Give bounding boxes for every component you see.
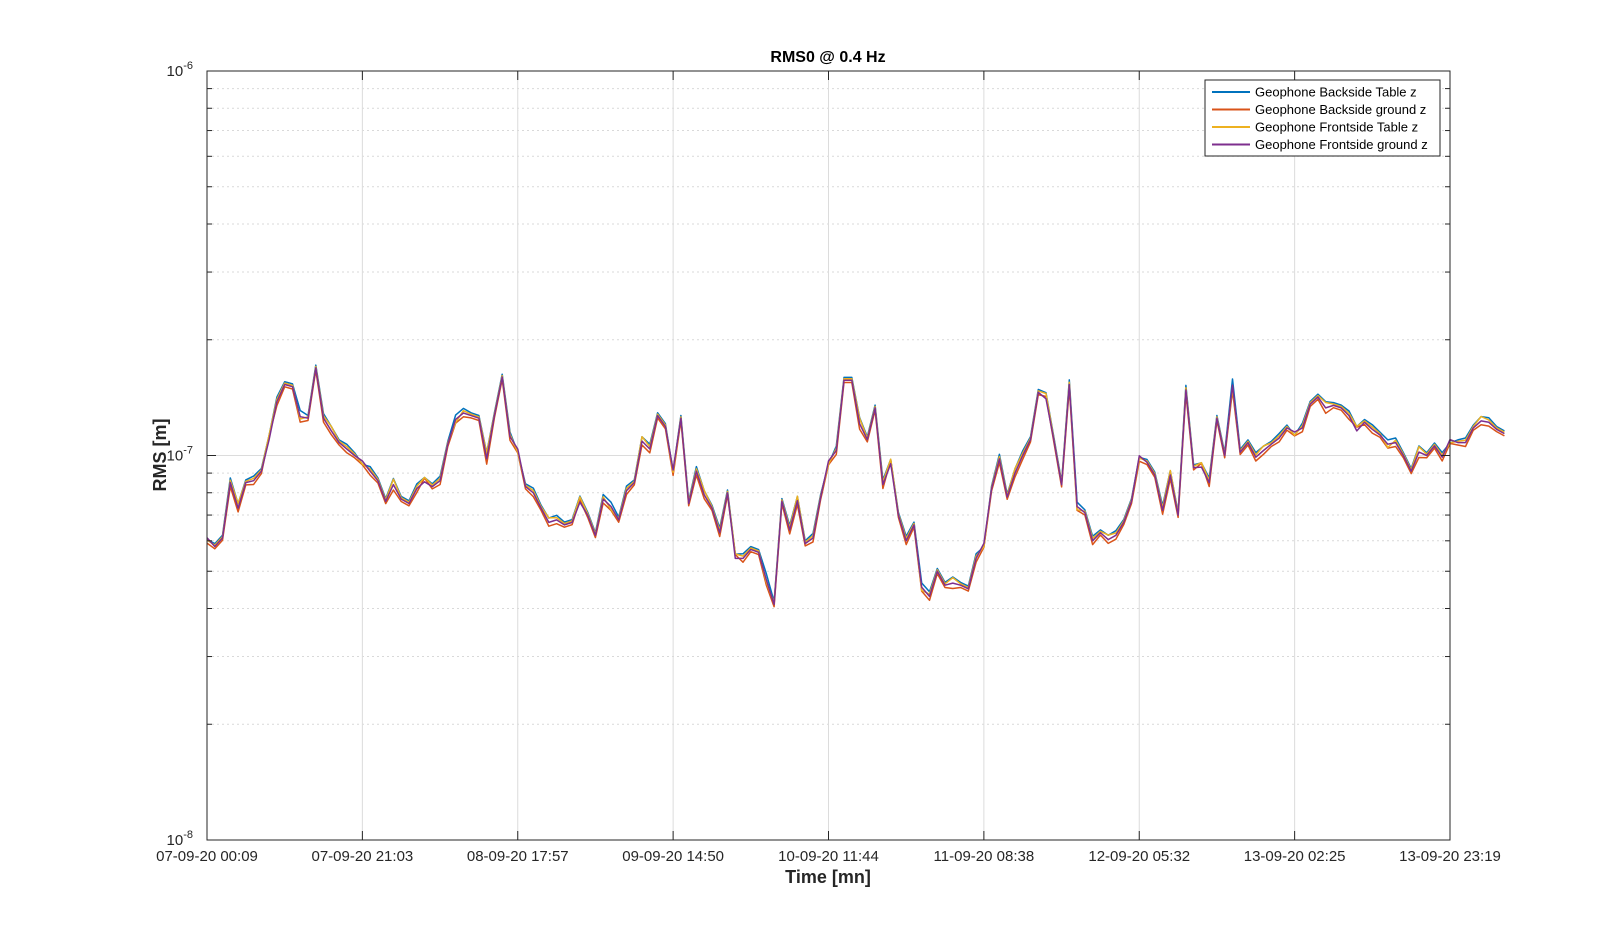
legend-label: Geophone Frontside ground z bbox=[1255, 137, 1428, 152]
legend-label: Geophone Backside ground z bbox=[1255, 102, 1426, 117]
x-tick-label: 11-09-20 08:38 bbox=[934, 848, 1035, 865]
x-tick-label: 07-09-20 00:09 bbox=[156, 848, 258, 865]
x-axis-label: Time [mn] bbox=[785, 867, 871, 887]
tick-layer bbox=[206, 70, 1451, 841]
y-axis-label: RMS [m] bbox=[150, 419, 170, 492]
y-tick-label: 10-8 bbox=[167, 829, 193, 849]
x-tick-label: 07-09-20 21:03 bbox=[312, 848, 414, 865]
y-tick-label: 10-7 bbox=[167, 445, 193, 465]
x-tick-label: 13-09-20 02:25 bbox=[1244, 848, 1346, 865]
chart-title: RMS0 @ 0.4 Hz bbox=[770, 49, 885, 66]
x-tick-label: 09-09-20 14:50 bbox=[622, 848, 724, 865]
y-tick-label: 10-6 bbox=[167, 60, 193, 80]
legend[interactable]: Geophone Backside Table z Geophone Backsi… bbox=[1204, 79, 1441, 157]
series-layer bbox=[206, 364, 1505, 608]
series-line-4 bbox=[206, 367, 1505, 606]
x-tick-label: 10-09-20 11:44 bbox=[778, 848, 879, 865]
x-tick-label: 13-09-20 23:19 bbox=[1399, 848, 1501, 865]
legend-label: Geophone Frontside Table z bbox=[1255, 120, 1418, 135]
label-layer: 10-8 10-7 10-6 07-09-20 00:09 07-09-20 21:03… bbox=[156, 60, 1501, 865]
legend-items: Geophone Backside Table z Geophone Backsi… bbox=[1212, 85, 1428, 152]
grid-layer bbox=[207, 70, 1450, 841]
legend-label: Geophone Backside Table z bbox=[1255, 85, 1417, 100]
x-tick-label: 12-09-20 05:32 bbox=[1088, 848, 1190, 865]
x-tick-label: 08-09-20 17:57 bbox=[467, 848, 569, 865]
